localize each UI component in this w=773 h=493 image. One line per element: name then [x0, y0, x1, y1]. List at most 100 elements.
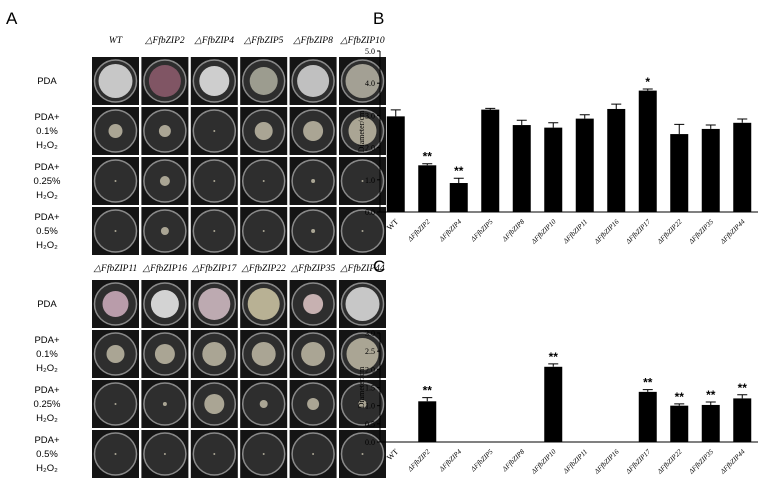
error-bar — [705, 124, 716, 129]
row-label: H₂O₂ — [36, 140, 58, 151]
y-tick-label: 2.0 — [365, 144, 375, 153]
significance: ** — [675, 390, 685, 404]
bar — [418, 165, 437, 212]
error-bar — [548, 363, 559, 367]
colony — [202, 342, 227, 366]
error-bar — [737, 118, 748, 123]
y-tick-label: 2.5 — [365, 347, 375, 356]
panel-label: C — [373, 257, 385, 276]
x-tick-label: ΔFfbZIP10 — [529, 447, 558, 476]
row-label: 0.25% — [34, 399, 61, 410]
colony — [158, 125, 171, 137]
column-header: △FfbZIP5 — [243, 35, 284, 46]
colony — [213, 180, 216, 182]
colony — [346, 338, 379, 370]
column-header: WT — [109, 36, 123, 46]
significance: ** — [454, 164, 464, 178]
colony — [114, 230, 117, 232]
column-header: △FfbZIP17 — [191, 263, 237, 274]
colony — [262, 230, 265, 232]
colony — [312, 453, 315, 455]
column-header: △FfbZIP2 — [144, 35, 185, 46]
x-tick-label: ΔFfbZIP44 — [718, 217, 747, 246]
error-bar — [422, 163, 433, 166]
y-tick-label: 1.0 — [365, 402, 375, 411]
x-tick-label: WT — [385, 447, 400, 462]
significance: * — [645, 75, 650, 89]
bar — [386, 116, 405, 212]
colony — [361, 230, 364, 232]
column-header: △FfbZIP8 — [292, 35, 333, 46]
bar — [638, 391, 657, 442]
x-tick-label: ΔFfbZIP2 — [406, 447, 432, 473]
column-header: △FfbZIP16 — [142, 263, 187, 274]
column-header: △FfbZIP11 — [93, 263, 138, 274]
bar — [544, 366, 563, 442]
colony — [160, 227, 169, 235]
colony — [148, 65, 181, 97]
colony — [114, 403, 117, 405]
colony — [251, 342, 276, 366]
colony — [311, 229, 316, 233]
colony — [213, 453, 216, 455]
colony — [303, 121, 324, 141]
row-label: PDA — [37, 76, 57, 87]
colony — [108, 124, 123, 138]
y-tick-label: 0.0 — [365, 438, 375, 447]
significance: ** — [706, 388, 716, 402]
y-tick-label: 3.0 — [365, 111, 375, 120]
x-tick-label: ΔFfbZIP44 — [718, 447, 747, 476]
error-bar — [422, 397, 433, 402]
x-tick-label: ΔFfbZIP16 — [592, 217, 621, 246]
x-tick-label: ΔFfbZIP11 — [561, 218, 589, 246]
colony — [262, 453, 265, 455]
bar — [701, 404, 720, 442]
x-tick-label: ΔFfbZIP2 — [406, 217, 432, 243]
x-tick-label: ΔFfbZIP22 — [655, 447, 684, 476]
colony — [301, 342, 326, 366]
colony — [361, 180, 364, 182]
colony — [361, 453, 364, 455]
row-label: 0.1% — [36, 126, 58, 137]
row-label: PDA+ — [34, 335, 60, 346]
colony — [150, 290, 179, 318]
x-tick-label: ΔFfbZIP10 — [529, 217, 558, 246]
row-label: PDA+ — [34, 162, 60, 173]
panel-label: B — [373, 9, 384, 28]
row-label: 0.5% — [36, 449, 58, 460]
bar — [733, 398, 752, 442]
bar — [733, 122, 752, 212]
error-bar — [642, 389, 653, 392]
row-label: PDA+ — [34, 112, 60, 123]
error-bar — [705, 401, 716, 405]
y-tick-label: 0.5 — [365, 420, 375, 429]
y-tick-label: 1.5 — [365, 384, 375, 393]
colony — [198, 288, 231, 320]
x-tick-label: ΔFfbZIP8 — [500, 447, 526, 473]
colony — [307, 398, 320, 410]
x-tick-label: ΔFfbZIP22 — [655, 217, 684, 246]
x-tick-label: ΔFfbZIP8 — [500, 217, 526, 243]
bar — [418, 401, 437, 442]
row-label: H₂O₂ — [36, 190, 58, 201]
colony — [259, 400, 268, 408]
x-tick-label: ΔFfbZIP16 — [592, 447, 621, 476]
row-label: PDA — [37, 299, 57, 310]
x-tick-label: ΔFfbZIP5 — [469, 217, 495, 243]
column-header: △FfbZIP44 — [339, 263, 384, 274]
bar — [670, 405, 689, 442]
x-tick-label: ΔFfbZIP17 — [624, 447, 653, 476]
error-bar — [485, 107, 496, 110]
x-tick-label: ΔFfbZIP35 — [687, 447, 716, 476]
error-bar — [642, 88, 653, 91]
colony — [213, 130, 216, 132]
error-bar — [674, 123, 685, 135]
error-bar — [516, 119, 527, 126]
y-tick-label: 5.0 — [365, 47, 375, 56]
colony — [262, 180, 265, 182]
colony — [199, 66, 230, 96]
colony — [154, 344, 175, 364]
colony — [204, 394, 225, 414]
